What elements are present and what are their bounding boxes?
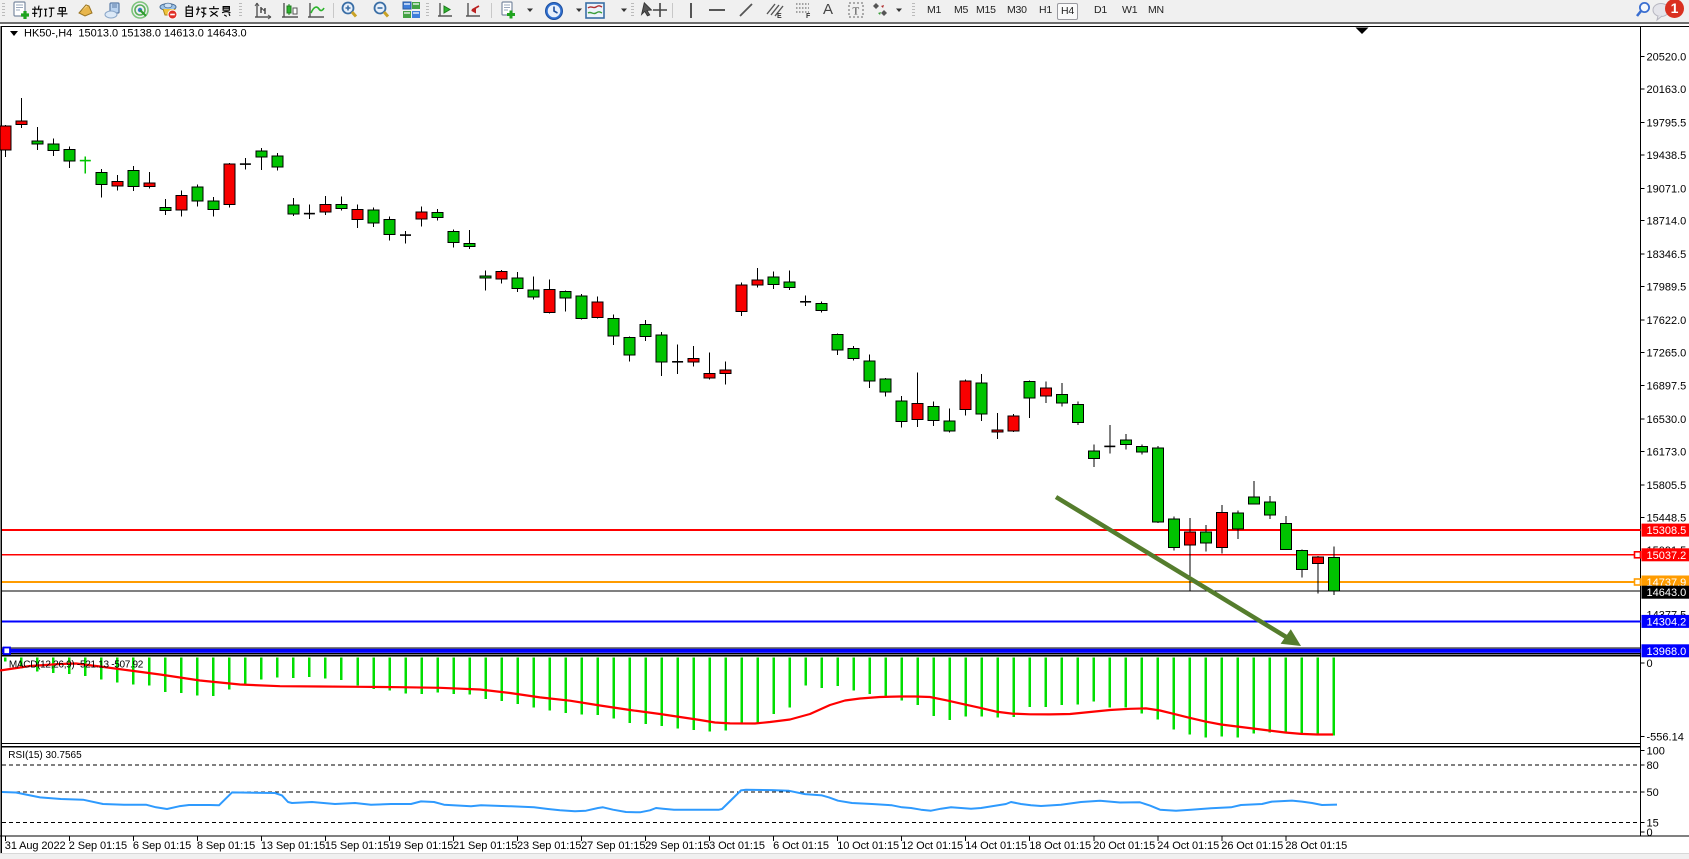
svg-text:16530.0: 16530.0 (1647, 414, 1687, 426)
svg-text:28 Oct 01:15: 28 Oct 01:15 (1285, 840, 1347, 852)
svg-text:50: 50 (1647, 787, 1659, 799)
svg-text:24 Oct 01:15: 24 Oct 01:15 (1157, 840, 1219, 852)
svg-text:23 Sep 01:15: 23 Sep 01:15 (517, 840, 581, 852)
svg-text:20163.0: 20163.0 (1647, 84, 1687, 96)
svg-text:15805.5: 15805.5 (1647, 480, 1687, 492)
svg-text:31 Aug 2022: 31 Aug 2022 (5, 840, 66, 852)
svg-text:19438.5: 19438.5 (1647, 150, 1687, 162)
svg-text:15308.5: 15308.5 (1647, 525, 1687, 537)
svg-text:6 Sep 01:15: 6 Sep 01:15 (133, 840, 191, 852)
svg-text:19 Sep 01:15: 19 Sep 01:15 (389, 840, 453, 852)
svg-text:18346.5: 18346.5 (1647, 249, 1687, 261)
svg-text:26 Oct 01:15: 26 Oct 01:15 (1221, 840, 1283, 852)
svg-text:10 Oct 01:15: 10 Oct 01:15 (837, 840, 899, 852)
svg-text:0: 0 (1647, 827, 1653, 839)
svg-text:17622.0: 17622.0 (1647, 315, 1687, 327)
svg-text:13 Sep 01:15: 13 Sep 01:15 (261, 840, 325, 852)
svg-text:29 Sep 01:15: 29 Sep 01:15 (645, 840, 709, 852)
svg-text:17989.5: 17989.5 (1647, 282, 1687, 294)
svg-text:15: 15 (1647, 818, 1659, 830)
svg-text:27 Sep 01:15: 27 Sep 01:15 (581, 840, 645, 852)
svg-text:14643.0: 14643.0 (1647, 587, 1687, 599)
svg-text:E: E (777, 13, 782, 20)
svg-text:16897.5: 16897.5 (1647, 381, 1687, 393)
svg-text:15448.5: 15448.5 (1647, 512, 1687, 524)
svg-text:16173.0: 16173.0 (1647, 447, 1687, 459)
svg-text:3 Oct 01:15: 3 Oct 01:15 (709, 840, 765, 852)
svg-text:20 Oct 01:15: 20 Oct 01:15 (1093, 840, 1155, 852)
svg-text:F: F (806, 13, 811, 20)
svg-text:18 Oct 01:15: 18 Oct 01:15 (1029, 840, 1091, 852)
svg-text:13968.0: 13968.0 (1647, 646, 1687, 658)
svg-text:-556.14: -556.14 (1647, 731, 1684, 743)
svg-text:100: 100 (1647, 746, 1665, 758)
svg-text:17265.0: 17265.0 (1647, 347, 1687, 359)
svg-text:18714.0: 18714.0 (1647, 216, 1687, 228)
svg-text:MACD(12,26,9) -521.13 -507.92: MACD(12,26,9) -521.13 -507.92 (9, 660, 144, 671)
svg-text:14 Oct 01:15: 14 Oct 01:15 (965, 840, 1027, 852)
svg-text:2 Sep 01:15: 2 Sep 01:15 (69, 840, 127, 852)
svg-text:19071.0: 19071.0 (1647, 183, 1687, 195)
svg-text:8 Sep 01:15: 8 Sep 01:15 (197, 840, 255, 852)
svg-text:80: 80 (1647, 760, 1659, 772)
svg-text:RSI(15) 30.7565: RSI(15) 30.7565 (8, 750, 82, 761)
svg-text:19795.5: 19795.5 (1647, 117, 1687, 129)
svg-text:20520.0: 20520.0 (1647, 52, 1687, 64)
svg-text:12 Oct 01:15: 12 Oct 01:15 (901, 840, 963, 852)
svg-text:15037.2: 15037.2 (1647, 550, 1687, 562)
svg-text:0: 0 (1647, 658, 1653, 670)
svg-text:6 Oct 01:15: 6 Oct 01:15 (773, 840, 829, 852)
svg-text:14304.2: 14304.2 (1647, 616, 1687, 628)
svg-text:21 Sep 01:15: 21 Sep 01:15 (453, 840, 517, 852)
svg-text:HK50-,H4 15013.0 15138.0 1461: HK50-,H4 15013.0 15138.0 14613.0 14643.0 (24, 28, 247, 40)
svg-text:T: T (853, 6, 860, 18)
svg-text:15 Sep 01:15: 15 Sep 01:15 (325, 840, 389, 852)
